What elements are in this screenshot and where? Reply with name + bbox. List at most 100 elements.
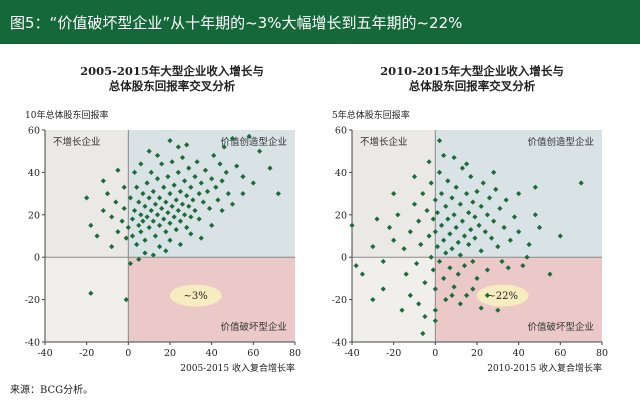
data-point bbox=[175, 207, 181, 214]
x-axis-title: 2010-2015 收入复合增长率 bbox=[487, 362, 602, 374]
data-point bbox=[167, 138, 173, 144]
data-point bbox=[146, 148, 152, 154]
right-chart-title-line2: 总体股东回报率交叉分析 bbox=[408, 79, 536, 93]
data-point bbox=[250, 180, 256, 186]
data-point bbox=[449, 292, 455, 298]
data-point bbox=[175, 144, 181, 150]
data-point bbox=[144, 180, 150, 186]
data-point bbox=[138, 212, 144, 218]
x-tick-label: -20 bbox=[79, 348, 94, 359]
data-point bbox=[100, 207, 106, 214]
data-point bbox=[175, 169, 181, 175]
data-point bbox=[449, 246, 455, 252]
y-tick-label: 0 bbox=[341, 253, 347, 264]
x-tick-label: 0 bbox=[125, 348, 131, 359]
data-point bbox=[474, 275, 480, 281]
x-tick-label: 80 bbox=[596, 348, 608, 359]
data-point bbox=[422, 313, 428, 320]
data-point bbox=[267, 165, 273, 171]
data-point bbox=[161, 184, 167, 190]
x-tick-label: 60 bbox=[247, 348, 259, 359]
data-point bbox=[109, 244, 115, 250]
data-point bbox=[115, 167, 121, 173]
right-scatter-chart: -40 -20 0 20 40 60 -40 -20 0 20 40 60 80 5年总体股东回报率 201… bbox=[332, 109, 608, 374]
data-point bbox=[134, 184, 140, 190]
data-point bbox=[115, 229, 121, 235]
x-tick-label: 0 bbox=[432, 348, 438, 359]
data-point bbox=[136, 222, 142, 228]
data-point bbox=[129, 216, 136, 222]
data-point bbox=[209, 176, 215, 182]
data-point bbox=[411, 174, 418, 180]
data-point bbox=[451, 284, 457, 290]
y-tick-label: 40 bbox=[28, 168, 40, 179]
x-axis-title: 2005-2015 收入复合增长率 bbox=[180, 362, 295, 374]
data-point bbox=[188, 184, 194, 190]
left-chart-title: 2005-2015年大型企业收入增长与 总体股东回报率交叉分析 bbox=[22, 64, 322, 94]
data-point bbox=[432, 286, 438, 292]
data-point bbox=[219, 207, 225, 214]
data-point bbox=[177, 188, 184, 195]
data-point bbox=[202, 167, 209, 173]
data-point bbox=[148, 169, 154, 175]
data-point bbox=[480, 180, 486, 186]
x-tick-label: -20 bbox=[386, 348, 401, 359]
data-point bbox=[146, 224, 152, 231]
data-point bbox=[156, 244, 163, 250]
data-point bbox=[380, 286, 386, 292]
data-point bbox=[219, 178, 225, 184]
y-tick-label: 0 bbox=[34, 253, 40, 264]
figure-header: 图5：“价值破坏型企业”从十年期的~3%大幅增长到五年期的~22% bbox=[0, 0, 640, 44]
source-note: 来源：BCG分析。 bbox=[10, 385, 94, 396]
data-point bbox=[179, 201, 186, 207]
data-point bbox=[159, 161, 165, 167]
data-point bbox=[159, 205, 165, 212]
data-point bbox=[150, 218, 156, 224]
quadrant-label-no-growth: 不增长企业 bbox=[53, 136, 101, 148]
data-point bbox=[246, 133, 252, 139]
data-point bbox=[184, 142, 190, 148]
data-point bbox=[173, 197, 179, 203]
data-point bbox=[470, 258, 476, 265]
data-point bbox=[140, 218, 146, 224]
x-tick-label: 60 bbox=[554, 348, 566, 359]
y-axis-title: 10年总体股东回报率 bbox=[25, 109, 108, 121]
data-point bbox=[470, 286, 476, 292]
data-point bbox=[486, 195, 493, 201]
y-tick-label: -40 bbox=[332, 338, 347, 349]
share-badge-label: ~22% bbox=[487, 291, 518, 302]
share-badge bbox=[476, 284, 529, 307]
data-point bbox=[136, 256, 142, 262]
data-point bbox=[430, 216, 436, 222]
data-point bbox=[125, 224, 131, 231]
data-point bbox=[206, 205, 213, 212]
quadrant-label-value-destruction: 价值破坏型企业 bbox=[220, 321, 287, 333]
x-tick-label: 80 bbox=[289, 348, 301, 359]
data-point bbox=[169, 159, 175, 165]
x-tick-label: 20 bbox=[164, 348, 176, 359]
data-point bbox=[455, 271, 461, 277]
data-point bbox=[190, 197, 196, 203]
left-chart-title-line2: 总体股东回报率交叉分析 bbox=[108, 79, 236, 93]
data-point bbox=[104, 191, 111, 197]
data-point bbox=[240, 191, 246, 197]
data-point bbox=[177, 241, 184, 248]
data-point bbox=[184, 224, 190, 231]
data-point bbox=[443, 203, 449, 209]
left-chart-title-line1: 2005-2015年大型企业收入增长与 bbox=[80, 64, 264, 78]
data-point bbox=[413, 260, 420, 267]
data-point bbox=[84, 195, 90, 201]
data-point bbox=[520, 263, 526, 269]
data-point bbox=[436, 138, 443, 144]
data-point bbox=[217, 161, 223, 167]
right-chart-title: 2010-2015年大型企业收入增长与 总体股东回报率交叉分析 bbox=[322, 64, 622, 94]
y-tick-label: 20 bbox=[335, 210, 347, 221]
data-point bbox=[186, 203, 192, 209]
data-point bbox=[374, 216, 380, 222]
data-point bbox=[443, 250, 449, 256]
data-point bbox=[194, 159, 200, 165]
y-tick-label: -20 bbox=[332, 295, 347, 306]
data-point bbox=[127, 260, 134, 267]
data-point bbox=[461, 233, 468, 239]
data-point bbox=[436, 169, 443, 175]
